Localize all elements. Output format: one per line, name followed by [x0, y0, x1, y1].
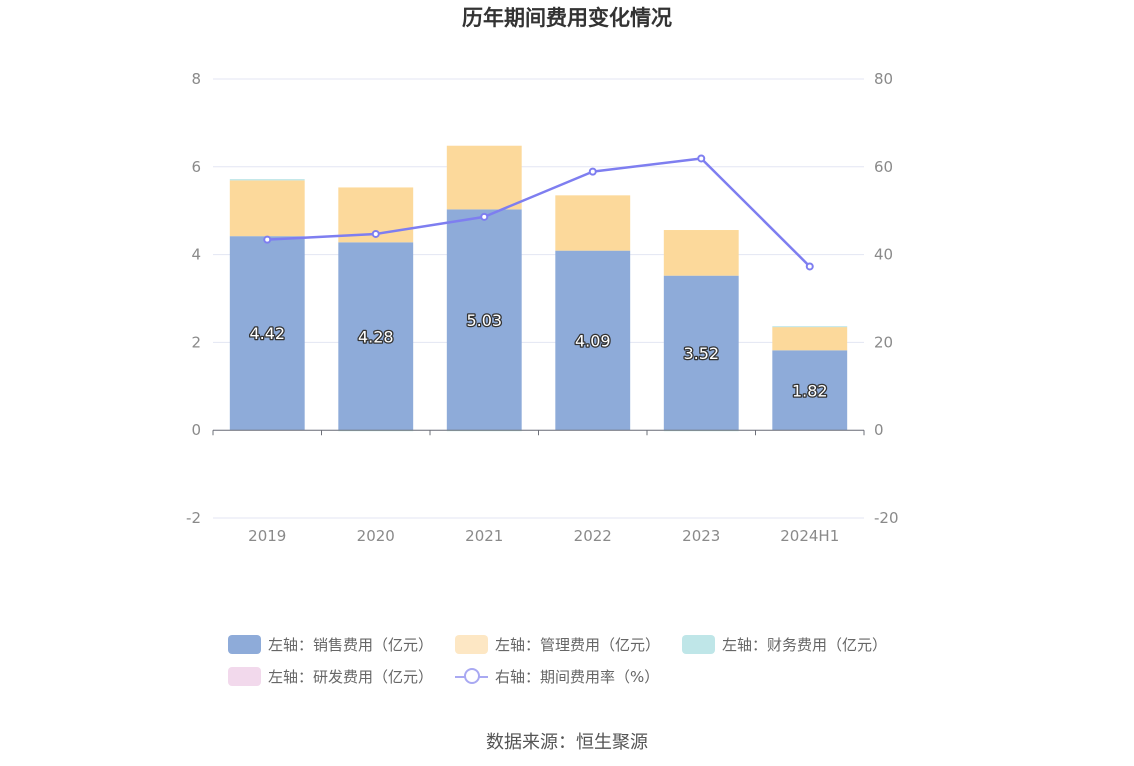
x-tick-label: 2019 [248, 527, 286, 545]
x-tick-label: 2021 [465, 527, 503, 545]
bar-segment [555, 195, 631, 251]
x-tick-label: 2020 [357, 527, 395, 545]
legend-label-rd: 左轴：研发费用（亿元） [268, 667, 434, 686]
legend-label-sales: 左轴：销售费用（亿元） [268, 635, 434, 654]
right-tick-label: -20 [874, 509, 899, 527]
rate-line-point [697, 154, 706, 163]
rate-line-point [263, 235, 272, 244]
bar-data-label: 1.82 [792, 381, 828, 400]
rate-line-point [805, 262, 814, 271]
bar-segment [772, 350, 848, 431]
x-tick-label: 2022 [574, 527, 612, 545]
rate-line [263, 154, 814, 271]
grid-lines [213, 78, 864, 519]
x-tick-label: 2023 [682, 527, 720, 545]
rate-line-point [588, 167, 597, 176]
bar-segment [446, 209, 522, 431]
legend-item-sales[interactable]: 左轴：销售费用（亿元） [228, 634, 433, 655]
bar-segment [663, 275, 739, 431]
legend-swatch-sales [228, 634, 261, 654]
legend-label-finance: 左轴：财务费用（亿元） [722, 635, 888, 654]
chart-plot: -2 -20 0 0 2 20 4 40 6 60 8 80 2019 2020 2021 2022 2023 2… [186, 70, 898, 545]
bar-data-label: 4.42 [249, 324, 285, 343]
bar-segment [229, 179, 305, 181]
bar-segment [772, 326, 848, 328]
legend-swatch-rd [228, 666, 261, 686]
bar-data-label: 5.03 [466, 311, 502, 330]
rate-line-point [371, 229, 380, 238]
bar-segment [663, 230, 739, 276]
rate-line-point [480, 212, 489, 221]
legend-line-icon [455, 667, 489, 686]
chart-title: 历年期间费用变化情况 [462, 6, 672, 30]
bar-data-label: 4.28 [358, 327, 394, 346]
legend-label-admin: 左轴：管理费用（亿元） [495, 635, 661, 654]
left-tick-label: 2 [191, 333, 201, 351]
right-tick-label: 40 [874, 246, 893, 264]
left-tick-label: -2 [186, 509, 201, 527]
right-tick-label: 60 [874, 158, 893, 176]
right-tick-label: 20 [874, 333, 893, 351]
left-tick-label: 0 [191, 421, 201, 439]
bar-segment [772, 327, 848, 351]
bar-data-label: 3.52 [683, 344, 719, 363]
right-tick-label: 0 [874, 421, 884, 439]
left-tick-label: 6 [191, 158, 201, 176]
data-labels: 4.42 4.28 5.03 4.09 3.52 1.82 [248, 309, 829, 401]
legend-item-finance[interactable]: 左轴：财务费用（亿元） [682, 634, 887, 655]
bar-segment [446, 145, 522, 210]
legend-swatch-admin [455, 634, 489, 654]
legend-item-admin[interactable]: 左轴：管理费用（亿元） [455, 634, 660, 655]
left-tick-label: 8 [191, 70, 201, 88]
legend-swatch-finance [682, 634, 716, 654]
bar-segment [229, 180, 305, 237]
bars [229, 145, 848, 432]
legend-label-rate: 右轴：期间费用率（%） [495, 667, 660, 686]
legend-item-rate[interactable]: 右轴：期间费用率（%） [455, 666, 659, 687]
bar-segment [555, 250, 631, 431]
x-tick-label: 2024H1 [780, 527, 839, 545]
axes: -2 -20 0 0 2 20 4 40 6 60 8 80 2019 2020 2021 2022 2023 2… [186, 70, 898, 545]
legend: 左轴：销售费用（亿元） 左轴：管理费用（亿元） 左轴：财务费用（亿元） 左轴：研… [228, 628, 928, 692]
source-note: 数据来源：恒生聚源 [486, 732, 648, 753]
bar-segment [338, 242, 414, 431]
right-tick-label: 80 [874, 70, 893, 88]
left-tick-label: 4 [191, 246, 201, 264]
rate-line-path [267, 157, 811, 268]
bar-data-label: 4.09 [575, 331, 611, 350]
bar-segment [229, 236, 305, 431]
legend-item-rd[interactable]: 左轴：研发费用（亿元） [228, 666, 433, 687]
